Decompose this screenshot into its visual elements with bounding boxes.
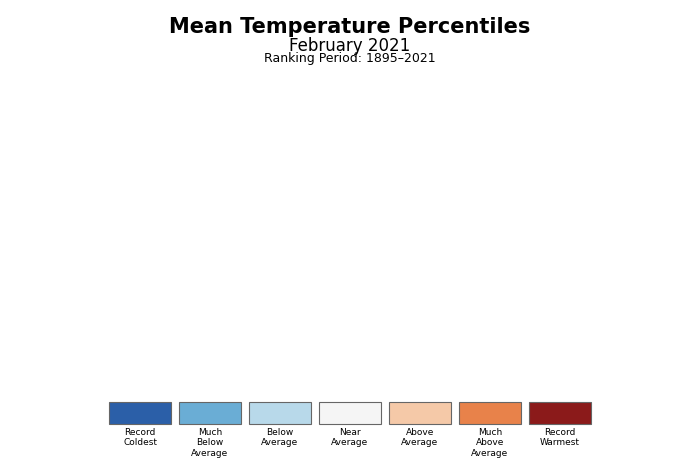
Text: Mean Temperature Percentiles: Mean Temperature Percentiles	[169, 17, 531, 37]
Text: Much
Above
Average: Much Above Average	[471, 428, 509, 458]
Text: Ranking Period: 1895–2021: Ranking Period: 1895–2021	[264, 52, 436, 65]
Bar	[109, 402, 171, 424]
Bar	[319, 402, 381, 424]
Bar	[459, 402, 521, 424]
Bar	[529, 402, 591, 424]
Text: Record
Coldest: Record Coldest	[123, 428, 157, 447]
Bar	[179, 402, 241, 424]
Bar	[389, 402, 451, 424]
Text: February 2021: February 2021	[289, 37, 411, 55]
Text: Record
Warmest: Record Warmest	[540, 428, 580, 447]
Text: Above
Average: Above Average	[401, 428, 439, 447]
Text: Much
Below
Average: Much Below Average	[191, 428, 229, 458]
Text: Below
Average: Below Average	[261, 428, 299, 447]
Bar	[249, 402, 311, 424]
Text: Near
Average: Near Average	[331, 428, 369, 447]
